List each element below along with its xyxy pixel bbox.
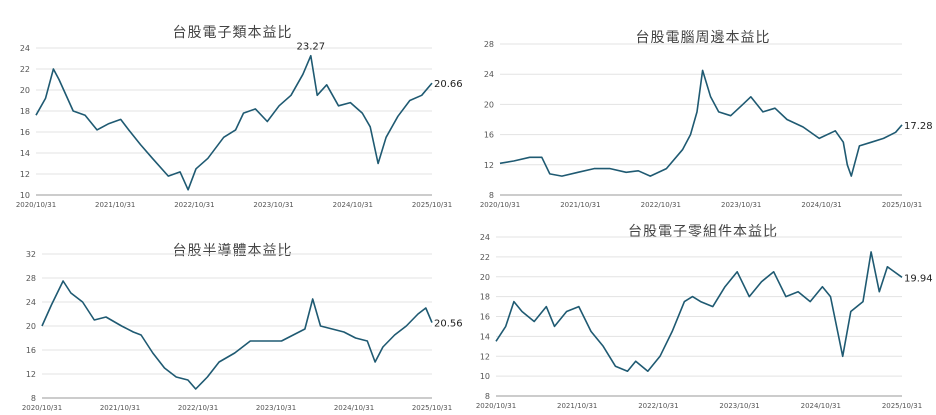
series-line bbox=[499, 69, 903, 177]
chart-computer-peripheral-pe: 台股電腦周邊本益比 8 12 16 20 24 28 2020/10/31 2021/10/3… bbox=[470, 0, 936, 215]
y-tick-label: 12 bbox=[480, 352, 490, 361]
x-tick-label: 2022/10/31 bbox=[174, 201, 214, 209]
y-tick-label: 18 bbox=[480, 293, 490, 302]
x-tick-label: 2024/10/31 bbox=[333, 201, 373, 209]
y-tick-label: 16 bbox=[26, 346, 36, 355]
y-tick-label: 16 bbox=[480, 313, 490, 322]
x-tick-label: 2025/10/31 bbox=[412, 201, 452, 209]
x-tick-label: 2020/10/31 bbox=[16, 201, 56, 209]
x-tick-label: 2024/10/31 bbox=[801, 402, 841, 410]
y-tick-label: 32 bbox=[26, 250, 36, 259]
x-tick-label: 2020/10/31 bbox=[476, 402, 516, 410]
y-tick-label: 28 bbox=[484, 40, 494, 49]
chart-title: 台股半導體本益比 bbox=[172, 243, 293, 259]
y-tick-label: 10 bbox=[480, 372, 490, 381]
y-tick-label: 20 bbox=[26, 322, 36, 331]
y-tick-label: 24 bbox=[26, 298, 36, 307]
x-tick-label: 2025/10/31 bbox=[882, 201, 922, 209]
chart-title: 台股電子零組件本益比 bbox=[628, 224, 778, 240]
chart-svg: 8 10 12 14 16 18 20 22 24 2020/10/31 2021/10/31 202… bbox=[476, 233, 933, 410]
y-tick-label: 12 bbox=[26, 370, 36, 379]
chart-title: 台股電子類本益比 bbox=[172, 25, 293, 41]
chart-svg: 8 12 16 20 24 28 2020/10/31 2021/10/31 2022/10/3… bbox=[480, 40, 933, 209]
x-tick-label: 2025/10/31 bbox=[412, 404, 452, 412]
x-tick-label: 2022/10/31 bbox=[178, 404, 218, 412]
y-tick-label: 28 bbox=[26, 274, 36, 283]
y-tick-label: 16 bbox=[20, 128, 30, 137]
chart-svg: 10 12 14 16 18 20 22 24 2020/10/31 2021/10/31 2022… bbox=[16, 42, 463, 209]
x-tick-label: 2024/10/31 bbox=[801, 201, 841, 209]
chart-svg: 8 12 16 20 24 28 32 2020/10/31 2021/10/31 2022/10… bbox=[22, 250, 463, 412]
x-tick-label: 2023/10/31 bbox=[256, 404, 296, 412]
y-tick-label: 24 bbox=[484, 70, 494, 79]
chart-semiconductor-pe: 台股半導體本益比 8 12 16 20 24 28 32 2020/10/31 2021/10/… bbox=[0, 232, 465, 415]
x-tick-label: 2023/10/31 bbox=[253, 201, 293, 209]
chart-title: 台股電腦周邊本益比 bbox=[635, 30, 771, 46]
x-tick-label: 2020/10/31 bbox=[480, 201, 520, 209]
y-tick-label: 12 bbox=[484, 161, 494, 170]
y-tick-label: 22 bbox=[480, 253, 490, 262]
y-tick-label: 20 bbox=[480, 273, 490, 282]
x-tick-label: 2025/10/31 bbox=[882, 402, 922, 410]
series-line bbox=[41, 280, 433, 390]
x-tick-label: 2024/10/31 bbox=[334, 404, 374, 412]
y-tick-label: 14 bbox=[20, 149, 30, 158]
series-line bbox=[35, 54, 433, 191]
data-label: 17.28 bbox=[904, 121, 933, 132]
y-tick-label: 20 bbox=[484, 100, 494, 109]
y-tick-label: 8 bbox=[485, 392, 490, 401]
y-tick-label: 10 bbox=[20, 191, 30, 200]
y-tick-label: 18 bbox=[20, 107, 30, 116]
y-tick-label: 8 bbox=[489, 191, 494, 200]
series-line bbox=[495, 251, 903, 372]
y-tick-label: 24 bbox=[480, 233, 490, 242]
chart-electronic-components-pe: 台股電子零組件本益比 8 10 12 14 16 18 20 22 24 2020/10/31 20… bbox=[470, 215, 936, 415]
y-tick-label: 8 bbox=[31, 394, 36, 403]
y-tick-label: 20 bbox=[20, 86, 30, 95]
x-tick-label: 2022/10/31 bbox=[641, 201, 681, 209]
data-label: 19.94 bbox=[904, 273, 933, 284]
y-tick-label: 12 bbox=[20, 170, 30, 179]
x-tick-label: 2023/10/31 bbox=[719, 402, 759, 410]
x-tick-label: 2021/10/31 bbox=[95, 201, 135, 209]
data-label: 20.56 bbox=[434, 319, 463, 330]
data-label: 20.66 bbox=[434, 79, 463, 90]
y-tick-label: 16 bbox=[484, 131, 494, 140]
y-tick-label: 22 bbox=[20, 65, 30, 74]
y-tick-label: 24 bbox=[20, 44, 30, 53]
x-tick-label: 2023/10/31 bbox=[721, 201, 761, 209]
x-tick-label: 2020/10/31 bbox=[22, 404, 62, 412]
x-tick-label: 2021/10/31 bbox=[100, 404, 140, 412]
chart-electronics-pe: 台股電子類本益比 10 12 14 16 18 20 22 24 2020/10/31 2021/… bbox=[0, 0, 465, 215]
data-label: 23.27 bbox=[297, 42, 326, 53]
x-tick-label: 2021/10/31 bbox=[557, 402, 597, 410]
x-tick-label: 2021/10/31 bbox=[560, 201, 600, 209]
y-tick-label: 14 bbox=[480, 332, 490, 341]
x-tick-label: 2022/10/31 bbox=[638, 402, 678, 410]
